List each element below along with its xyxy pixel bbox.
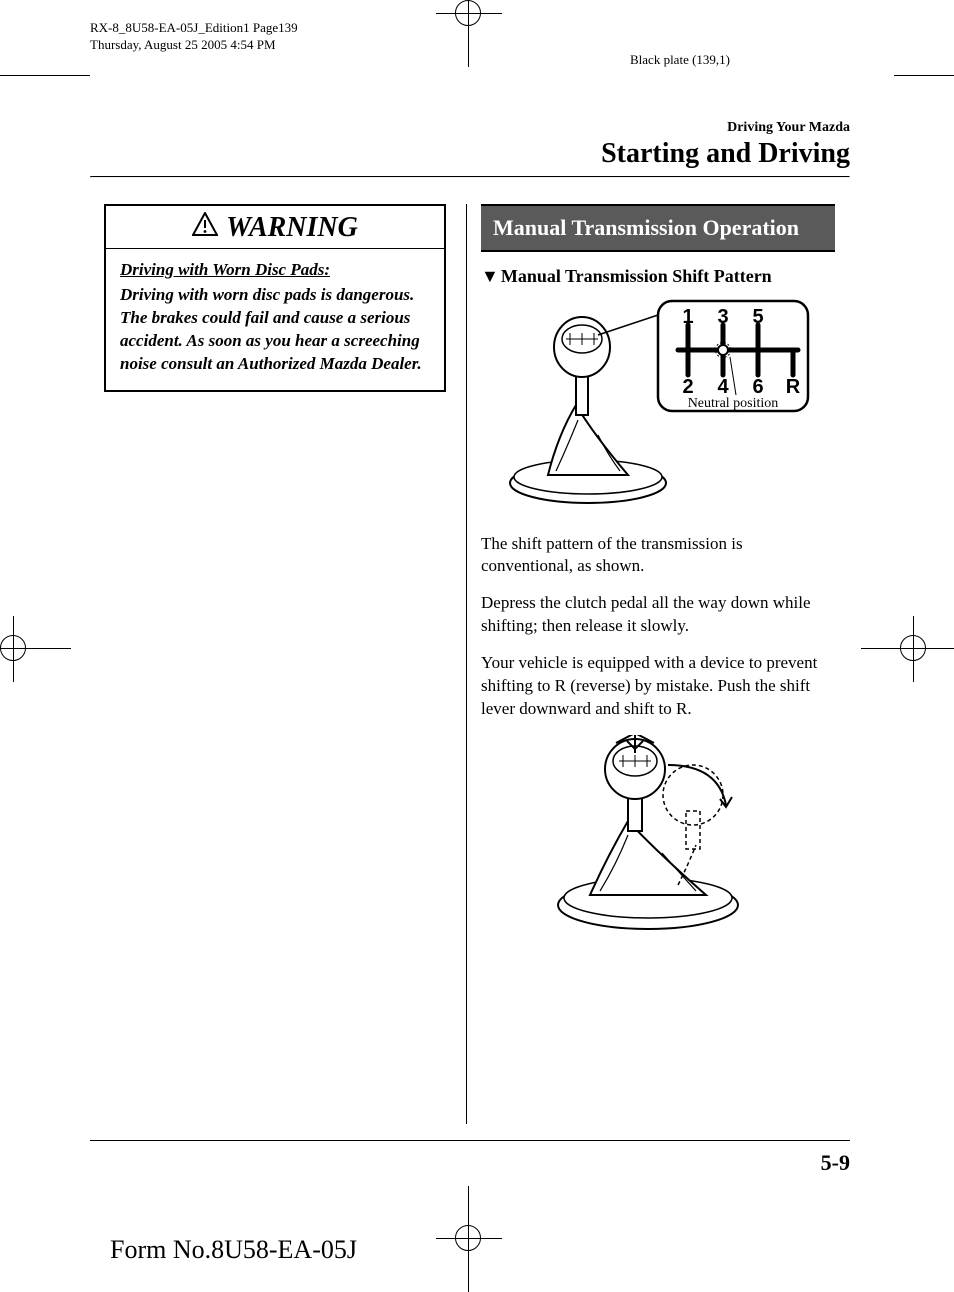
form-number: Form No.8U58-EA-05J [110,1235,357,1265]
warning-heading: WARNING [106,206,444,249]
header-rule [90,176,850,178]
gear-3: 3 [717,306,728,328]
trim-line-left [0,75,90,76]
shift-pattern-figure: 1 3 5 2 4 6 R Neutral position [498,295,818,515]
footer-rule [90,1140,850,1141]
gear-4: 4 [717,376,729,398]
subsection-heading: ▼Manual Transmission Shift Pattern [481,266,835,287]
right-column: Manual Transmission Operation ▼Manual Tr… [473,204,843,1124]
section-bar: Manual Transmission Operation [481,204,835,252]
subsection-text: Manual Transmission Shift Pattern [501,266,772,286]
registration-mark-bottom [455,1225,481,1251]
trim-line-right [894,75,954,76]
registration-mark-right [900,635,926,661]
left-column: WARNING Driving with Worn Disc Pads: Dri… [90,204,460,1124]
page-number: 5-9 [821,1150,850,1176]
gear-r: R [786,376,801,398]
warning-body: Driving with Worn Disc Pads: Driving wit… [106,249,444,390]
print-meta: RX-8_8U58-EA-05J_Edition1 Page139 Thursd… [90,20,298,54]
plate-label: Black plate (139,1) [630,52,730,68]
running-head: Driving Your Mazda Starting and Driving [90,120,870,170]
down-triangle-icon: ▼ [481,266,499,286]
warning-text: Driving with worn disc pads is dangerous… [120,285,422,373]
warning-label: WARNING [226,212,358,244]
warning-lead: Driving with Worn Disc Pads: [120,259,430,282]
warning-triangle-icon [192,212,218,244]
warning-box: WARNING Driving with Worn Disc Pads: Dri… [104,204,446,392]
columns: WARNING Driving with Worn Disc Pads: Dri… [90,204,870,1124]
running-title: Starting and Driving [90,138,850,170]
registration-mark-top [455,0,481,26]
paragraph-3: Your vehicle is equipped with a device t… [481,652,835,721]
paragraph-1: The shift pattern of the transmission is… [481,533,835,579]
print-meta-line1: RX-8_8U58-EA-05J_Edition1 Page139 [90,20,298,37]
registration-mark-left [0,635,26,661]
running-super: Driving Your Mazda [90,120,850,136]
content-area: Driving Your Mazda Starting and Driving [90,80,870,1124]
shift-reverse-figure [528,735,788,935]
paragraph-2: Depress the clutch pedal all the way dow… [481,592,835,638]
gear-1: 1 [682,306,693,328]
gear-2: 2 [682,376,693,398]
gear-6: 6 [752,376,763,398]
print-meta-line2: Thursday, August 25 2005 4:54 PM [90,37,298,54]
neutral-label: Neutral position [688,396,779,411]
page: RX-8_8U58-EA-05J_Edition1 Page139 Thursd… [0,0,954,1285]
column-divider [466,204,467,1124]
gear-5: 5 [752,306,763,328]
